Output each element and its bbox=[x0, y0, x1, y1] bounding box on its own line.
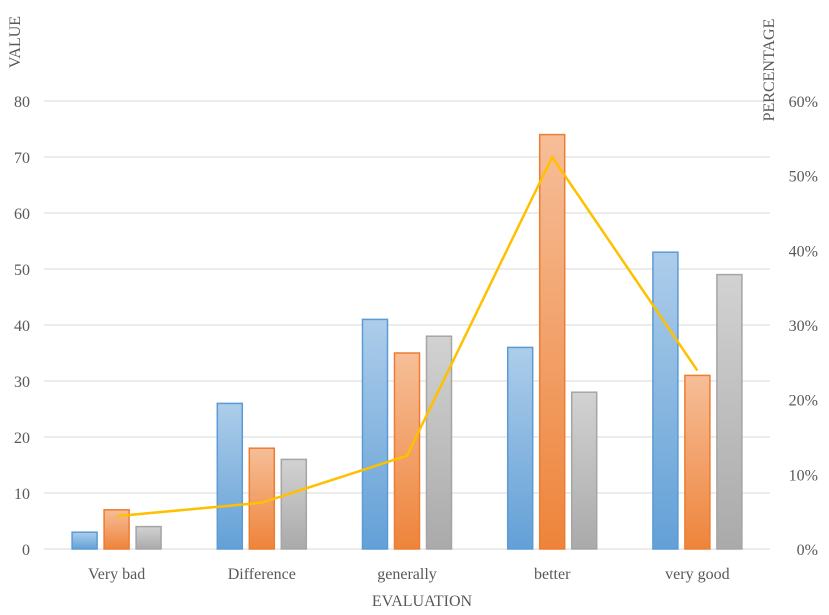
y-tick-label: 70 bbox=[14, 150, 30, 167]
y-tick-label: 10 bbox=[14, 486, 30, 503]
y-tick-label: 40 bbox=[14, 318, 30, 335]
secondary-y-ticks: 0% 10% 20% 30% 40% 50% 60% bbox=[789, 94, 818, 559]
x-tick-label: Difference bbox=[228, 566, 296, 583]
x-tick-label: generally bbox=[377, 566, 437, 583]
y-tick-label: 30 bbox=[14, 374, 30, 391]
bar bbox=[716, 273, 743, 550]
y-tick-label: 20 bbox=[14, 430, 30, 447]
percentage-line bbox=[116, 155, 699, 518]
y-axis-title: VALUE bbox=[7, 16, 24, 68]
y-tick-label: 50 bbox=[14, 262, 30, 279]
category-labels: Very bad Difference generally better very go… bbox=[88, 566, 730, 583]
x-tick-label: Very bad bbox=[88, 566, 145, 583]
bar bbox=[393, 352, 421, 550]
bar bbox=[652, 251, 679, 550]
bar bbox=[425, 335, 453, 550]
bar bbox=[684, 374, 711, 550]
bar bbox=[135, 525, 162, 550]
bar bbox=[506, 346, 534, 550]
bar bbox=[280, 458, 308, 550]
y2-tick-label: 60% bbox=[789, 94, 818, 111]
x-tick-label: very good bbox=[665, 566, 729, 583]
x-tick-label: better bbox=[534, 566, 571, 583]
y-tick-label: 80 bbox=[14, 94, 30, 111]
y2-tick-label: 50% bbox=[789, 169, 818, 186]
bar bbox=[248, 447, 276, 550]
y-tick-label: 60 bbox=[14, 206, 30, 223]
line-path bbox=[116, 155, 699, 518]
y2-tick-label: 0% bbox=[797, 542, 818, 559]
gridlines bbox=[44, 100, 770, 550]
bar bbox=[216, 402, 244, 550]
y-tick-label: 0 bbox=[22, 542, 30, 559]
y2-tick-label: 20% bbox=[789, 393, 818, 410]
bar bbox=[538, 133, 566, 550]
bar-series bbox=[71, 133, 743, 550]
x-axis-title: EVALUATION bbox=[372, 593, 473, 610]
y2-tick-label: 10% bbox=[789, 467, 818, 484]
bar bbox=[570, 391, 598, 550]
bar bbox=[361, 318, 389, 550]
y2-tick-label: 30% bbox=[789, 318, 818, 335]
y2-axis-title: PERCENTAGE bbox=[761, 19, 778, 122]
y2-tick-label: 40% bbox=[789, 243, 818, 260]
bar bbox=[71, 531, 98, 550]
primary-y-ticks: 0 10 20 30 40 50 60 70 80 bbox=[14, 94, 30, 559]
